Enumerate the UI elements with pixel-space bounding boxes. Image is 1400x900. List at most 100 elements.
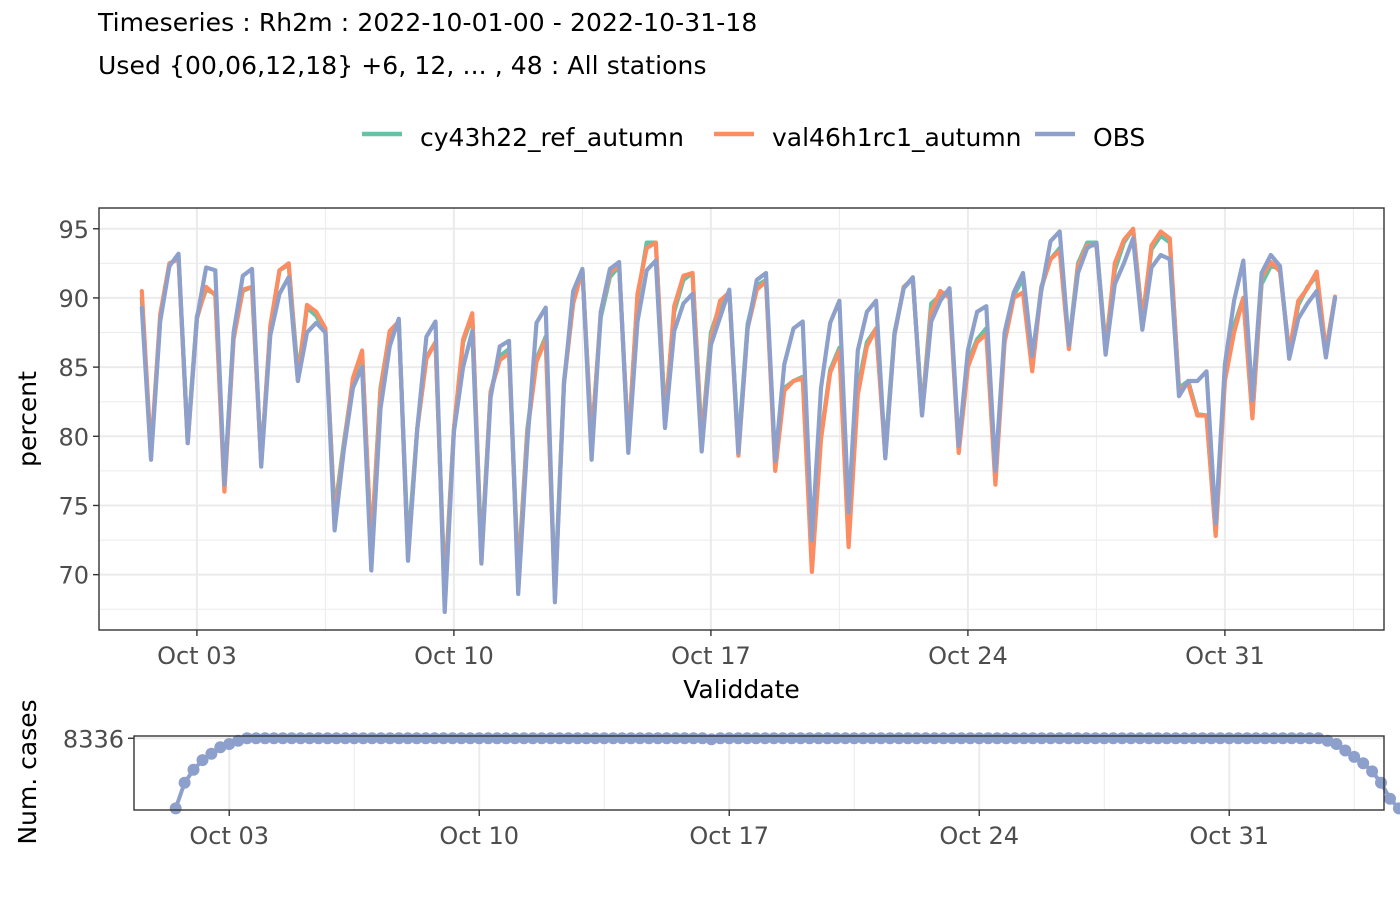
counts-point [776, 732, 789, 745]
counts-point [982, 732, 995, 745]
counts-point [848, 732, 861, 745]
counts-point [1276, 732, 1289, 745]
counts-point [1339, 744, 1352, 757]
counts-point [401, 732, 414, 745]
counts-point [205, 747, 218, 760]
counts-point [410, 732, 423, 745]
counts-point [642, 732, 655, 745]
main-y-tick-label: 85 [58, 354, 89, 382]
counts-point [589, 732, 602, 745]
counts-x-tick-label: Oct 24 [939, 822, 1019, 850]
legend-label: cy43h22_ref_autumn [420, 123, 684, 152]
main-panel-border [98, 207, 1385, 631]
counts-point [509, 732, 521, 745]
counts-plot-background [134, 736, 1384, 810]
counts-point [553, 732, 566, 745]
counts-point [607, 732, 620, 745]
counts-point [384, 732, 396, 745]
counts-point [1017, 732, 1030, 745]
counts-point [1098, 732, 1111, 745]
counts-point [1312, 732, 1325, 745]
counts-point [759, 732, 771, 745]
counts-point [928, 732, 941, 745]
counts-point [785, 732, 798, 745]
main-y-tick-label: 75 [58, 492, 89, 520]
counts-point [348, 732, 361, 745]
counts-point [1232, 732, 1245, 745]
counts-point [955, 732, 968, 745]
counts-point [901, 732, 914, 745]
counts-point [544, 732, 557, 745]
counts-point [1214, 732, 1227, 745]
counts-point [1035, 732, 1048, 745]
counts-point [1062, 732, 1075, 745]
counts-point [517, 732, 530, 745]
main-x-tick-label: Oct 24 [928, 642, 1008, 670]
counts-point [1250, 732, 1262, 745]
counts-point [1071, 732, 1084, 745]
counts-point [1142, 732, 1155, 745]
counts-point [1267, 732, 1280, 745]
counts-point [812, 732, 825, 745]
counts-point [223, 738, 236, 750]
counts-point [1241, 732, 1254, 745]
counts-point [1026, 732, 1039, 745]
counts-point [1384, 792, 1396, 805]
counts-x-tick-label: Oct 17 [689, 822, 769, 850]
counts-point [187, 763, 200, 776]
counts-point [669, 732, 682, 745]
main-y-tick-label: 90 [58, 285, 89, 313]
counts-point [339, 732, 352, 745]
counts-point [973, 732, 986, 745]
counts-point [803, 732, 816, 745]
main-x-tick-label: Oct 10 [414, 642, 494, 670]
counts-point [625, 732, 637, 745]
counts-point [964, 732, 977, 745]
main-x-tick-label: Oct 31 [1185, 642, 1265, 670]
counts-point [241, 732, 254, 745]
counts-point [482, 732, 495, 745]
chart-title: Timeseries : Rh2m : 2022-10-01-00 - 2022… [98, 8, 758, 37]
counts-point [1294, 732, 1307, 745]
counts-point [741, 732, 754, 745]
legend-item-val46h1rc1_autumn: val46h1rc1_autumn [714, 123, 1022, 152]
counts-y-tick-label: 8336 [63, 725, 124, 753]
counts-point [1125, 732, 1137, 745]
counts-point [526, 732, 539, 745]
counts-point [1089, 732, 1102, 745]
counts-point [571, 732, 584, 745]
counts-x-tick-label: Oct 03 [189, 822, 269, 850]
counts-point [267, 732, 280, 745]
counts-point [366, 732, 379, 745]
series-line-OBS [139, 229, 1338, 615]
counts-point [946, 732, 959, 745]
counts-point [1285, 732, 1298, 745]
counts-point [678, 732, 691, 745]
counts-point [375, 732, 387, 745]
counts-point [687, 732, 700, 745]
counts-point [767, 732, 780, 745]
counts-point [1080, 732, 1093, 745]
counts-point [321, 732, 334, 745]
counts-point [1107, 732, 1120, 745]
counts-x-tick-label: Oct 31 [1189, 822, 1269, 850]
counts-point [732, 732, 745, 745]
counts-point [821, 732, 834, 745]
counts-point [616, 732, 629, 745]
counts-point [660, 732, 673, 745]
counts-point [696, 732, 709, 745]
counts-point [857, 732, 870, 745]
counts-point [1348, 750, 1361, 763]
counts-point [357, 732, 370, 745]
counts-point [1053, 732, 1066, 745]
counts-point [303, 732, 316, 745]
main-x-tick-label: Oct 17 [671, 642, 751, 670]
counts-point [428, 732, 441, 745]
counts-point [839, 732, 852, 745]
counts-point [1187, 732, 1200, 745]
counts-point [937, 732, 950, 745]
counts-point [1151, 732, 1164, 745]
legend-item-OBS: OBS [1035, 123, 1145, 152]
counts-point [1375, 776, 1387, 789]
counts-point [750, 732, 762, 745]
